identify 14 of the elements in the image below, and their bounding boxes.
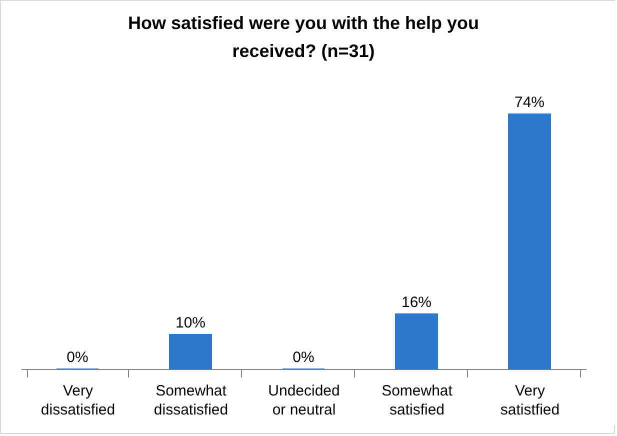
x-tick-label: Somewhat satisfied xyxy=(382,382,454,418)
bar xyxy=(508,114,551,370)
data-label: 0% xyxy=(66,349,88,366)
bar xyxy=(395,313,438,370)
data-label: 16% xyxy=(401,294,432,311)
chart-title: How satisfied were you with the help you received? (n=31) xyxy=(128,13,480,61)
x-tick-label: Very dissatisfied xyxy=(40,382,116,418)
data-label: 10% xyxy=(175,314,206,332)
data-label: 0% xyxy=(292,349,314,366)
x-tick-label: Very satistfied xyxy=(500,382,560,418)
data-label: 74% xyxy=(514,94,545,111)
x-tick-label: Somewhat dissatisfied xyxy=(154,382,228,418)
x-tick-label: Undecided or neutral xyxy=(268,382,340,418)
bar xyxy=(169,334,212,370)
